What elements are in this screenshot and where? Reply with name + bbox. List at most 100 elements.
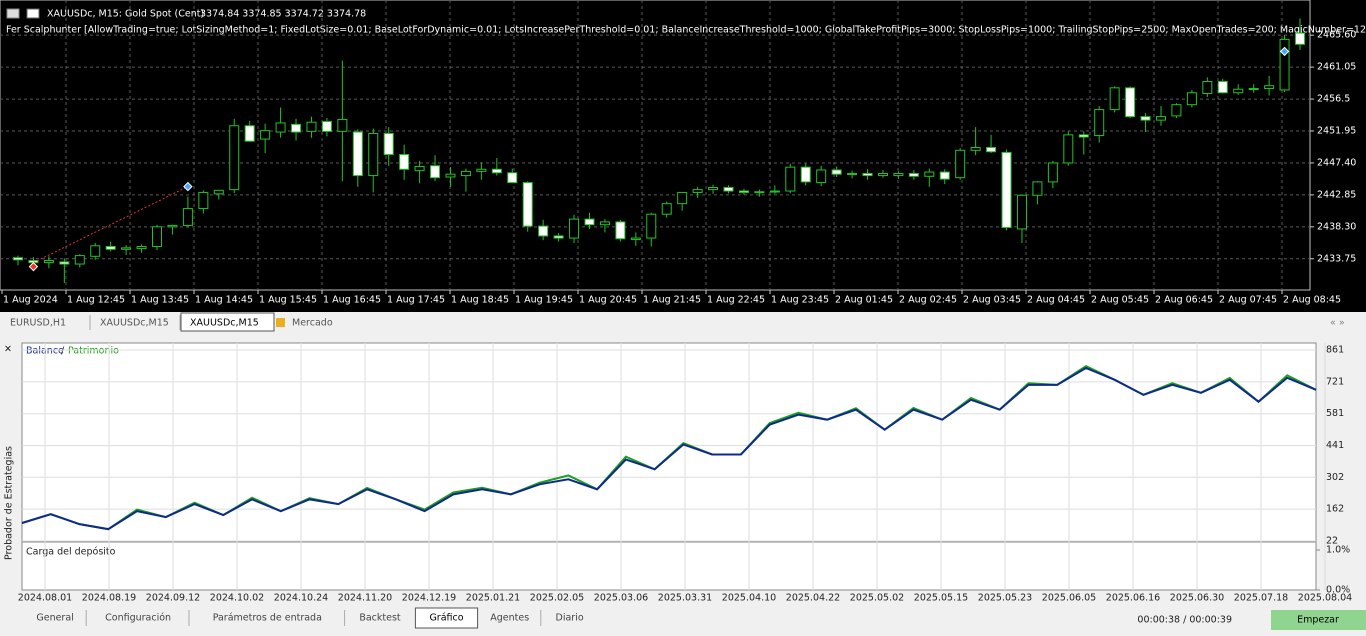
- y-tick-label: 1.0%: [1326, 545, 1350, 556]
- candle-body: [1186, 92, 1197, 106]
- candle-body: [677, 191, 688, 205]
- tester-tab[interactable]: Configuración: [105, 613, 171, 624]
- tester-tab[interactable]: General: [36, 613, 73, 624]
- candle-body: [1094, 109, 1105, 137]
- x-tick-label: 1 Aug 16:45: [323, 295, 381, 306]
- candle-body: [939, 171, 950, 180]
- candle-body: [90, 245, 101, 257]
- trade-marker: [183, 181, 193, 192]
- x-tick-label: 1 Aug 23:45: [771, 295, 829, 306]
- y-tick-label: 302: [1326, 472, 1344, 483]
- candle-body: [1279, 38, 1290, 91]
- x-tick-label: 2024.11.20: [338, 593, 392, 604]
- candle-body: [13, 257, 23, 261]
- candle-body: [136, 245, 147, 250]
- candle-body: [445, 173, 456, 178]
- candle-body: [1248, 88, 1259, 91]
- candle-body: [244, 125, 255, 142]
- legend-slash: /: [61, 346, 65, 357]
- x-tick-label: 2025.02.05: [530, 593, 584, 604]
- ea-icon: [26, 8, 40, 19]
- x-tick-label: 2025.05.15: [914, 593, 968, 604]
- candle-body: [970, 147, 981, 151]
- y-tick-label: 162: [1326, 504, 1344, 515]
- tab-active[interactable]: [180, 312, 275, 332]
- x-tick-label: 1 Aug 15:45: [259, 295, 317, 306]
- menu-icon[interactable]: [6, 8, 20, 19]
- start-label[interactable]: Empezar: [1297, 615, 1339, 626]
- candle-body: [908, 172, 919, 177]
- candle-body: [1001, 151, 1012, 229]
- tester-tab[interactable]: Agentes: [490, 613, 529, 624]
- x-tick-label: 1 Aug 19:45: [515, 295, 573, 306]
- tester-tab[interactable]: Diario: [556, 613, 584, 624]
- candle-body: [213, 189, 224, 195]
- x-tick-label: 2025.01.21: [466, 593, 520, 604]
- x-tick-label: 1 Aug 18:45: [451, 295, 509, 306]
- candle-body: [1047, 162, 1058, 183]
- candle-body: [229, 125, 240, 191]
- candle-body: [553, 235, 564, 239]
- chart-tab[interactable]: Mercado: [292, 318, 333, 329]
- x-tick-label: 1 Aug 2024: [3, 295, 58, 306]
- y-tick-label: 581: [1326, 408, 1344, 419]
- candle-body: [831, 169, 842, 175]
- tester-tab[interactable]: Gráfico: [429, 613, 463, 624]
- side-strip: [0, 340, 18, 608]
- y-tick-label: 2447.40: [1317, 157, 1356, 168]
- candle-body: [1233, 88, 1244, 94]
- x-tick-label: 2 Aug 02:45: [899, 295, 957, 306]
- tab-active[interactable]: [414, 607, 479, 629]
- candle-body: [414, 165, 425, 172]
- x-tick-label: 2 Aug 04:45: [1027, 295, 1085, 306]
- legend-equity: Patrimonio: [68, 346, 119, 357]
- y-tick-label: 2438.30: [1317, 221, 1356, 232]
- trade-marker: [1279, 46, 1290, 57]
- candle-body: [491, 168, 502, 174]
- close-button[interactable]: ×: [4, 344, 12, 355]
- candle-body: [59, 261, 70, 265]
- candle-body: [105, 245, 116, 250]
- candle-body: [893, 172, 904, 177]
- chart-tab[interactable]: XAUUSDc,M15: [190, 318, 259, 329]
- chart-tab[interactable]: XAUUSDc,M15: [100, 318, 169, 329]
- tab-bar: [0, 312, 1366, 334]
- candle-body: [708, 187, 719, 191]
- candle-body: [569, 218, 580, 239]
- x-tick-label: 2 Aug 03:45: [963, 295, 1021, 306]
- y-tick-label: 22: [1326, 536, 1338, 547]
- deposit-title: Carga del depósito: [26, 547, 116, 558]
- x-tick-label: 2024.10.02: [210, 593, 264, 604]
- x-tick-label: 2 Aug 07:45: [1219, 295, 1277, 306]
- candle-body: [507, 172, 518, 184]
- tester-tab[interactable]: Parámetros de entrada: [213, 613, 322, 624]
- x-tick-label: 1 Aug 17:45: [387, 295, 445, 306]
- candle-body: [584, 218, 595, 226]
- y-tick-label: 0.0%: [1326, 585, 1350, 596]
- candle-body: [337, 118, 348, 132]
- candle-body: [769, 190, 780, 193]
- candle-body: [1032, 181, 1043, 196]
- x-tick-label: 2025.06.16: [1106, 593, 1160, 604]
- candle-body: [1109, 87, 1120, 111]
- candle-body: [321, 121, 332, 132]
- x-tick-label: 2025.06.05: [1042, 593, 1096, 604]
- candle-body: [800, 166, 811, 183]
- scroll-arrows[interactable]: « »: [1330, 318, 1345, 329]
- tester-tab[interactable]: Backtest: [359, 613, 401, 624]
- candle-body: [1016, 194, 1027, 230]
- candle-body: [275, 122, 286, 133]
- candle-body: [847, 172, 858, 175]
- start-button[interactable]: [1271, 610, 1366, 630]
- chart-tab[interactable]: EURUSD,H1: [10, 318, 66, 329]
- x-tick-label: 2025.03.06: [594, 593, 648, 604]
- line-0: [21, 366, 1317, 531]
- candle-body: [785, 166, 796, 192]
- candle-body: [430, 165, 441, 179]
- candle-body: [1295, 32, 1305, 45]
- trade-marker: [28, 261, 39, 272]
- candle-body: [1202, 81, 1213, 94]
- x-tick-label: 1 Aug 13:45: [131, 295, 189, 306]
- candle-body: [1078, 134, 1089, 138]
- symbol: XAUUSDc, M15: Gold Spot (Cent): [47, 9, 204, 20]
